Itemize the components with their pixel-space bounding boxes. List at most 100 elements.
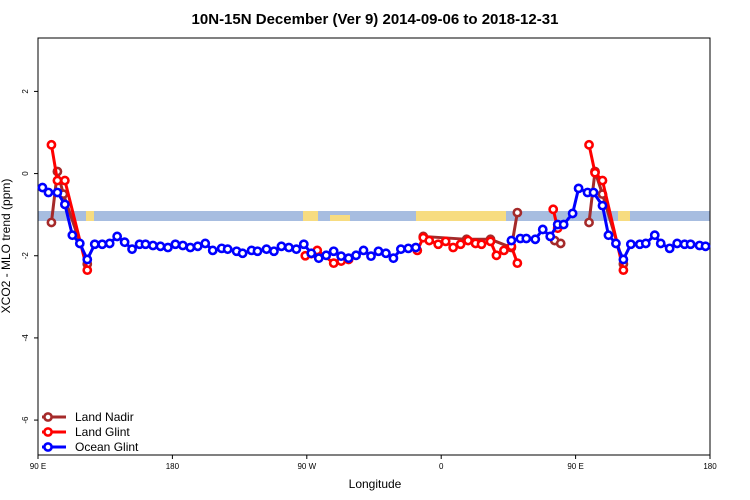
data-point	[381, 248, 391, 259]
data-point	[59, 175, 70, 186]
data-point	[395, 244, 406, 255]
land-strip	[618, 211, 630, 221]
data-point	[485, 236, 496, 247]
data-point	[664, 243, 675, 254]
data-point	[328, 246, 339, 257]
data-point	[649, 230, 660, 241]
data-point	[343, 253, 354, 264]
data-point	[491, 250, 502, 261]
data-point	[313, 253, 324, 264]
data-point	[463, 235, 473, 246]
x-tick-label: 180	[703, 462, 717, 471]
data-point	[97, 239, 108, 250]
data-point	[558, 219, 569, 230]
data-point	[358, 245, 369, 256]
data-point	[584, 217, 594, 228]
data-point	[185, 242, 196, 253]
data-point	[89, 239, 100, 250]
data-point	[37, 182, 48, 193]
data-point	[52, 175, 63, 186]
data-point	[59, 199, 70, 210]
data-point	[237, 248, 248, 259]
land-strip	[416, 211, 506, 221]
data-point	[291, 244, 302, 255]
data-point	[276, 241, 287, 252]
data-point	[388, 253, 399, 264]
data-point	[155, 241, 166, 252]
legend-marker	[43, 412, 53, 422]
data-point	[424, 235, 435, 246]
data-point	[67, 230, 78, 241]
data-point	[603, 230, 614, 241]
data-point	[700, 241, 711, 252]
data-point	[373, 246, 384, 257]
chart-title: 10N-15N December (Ver 9) 2014-09-06 to 2…	[192, 11, 559, 28]
data-point	[597, 175, 608, 186]
x-tick-label: 180	[166, 462, 180, 471]
data-point	[298, 239, 309, 250]
data-point	[672, 238, 683, 249]
data-point	[590, 167, 600, 178]
x-tick-label: 90 E	[567, 462, 583, 471]
data-point	[163, 242, 173, 253]
data-point	[74, 238, 85, 249]
data-point	[127, 244, 137, 255]
map-strip	[38, 211, 710, 221]
y-axis-label: XCO2 - MLO trend (ppm)	[0, 179, 13, 314]
data-point	[52, 187, 63, 198]
data-point	[112, 231, 123, 242]
data-point	[548, 204, 559, 215]
data-point	[46, 217, 57, 228]
data-point	[43, 187, 54, 198]
ocean-strip	[38, 211, 710, 221]
data-point	[440, 236, 451, 247]
legend-marker	[43, 442, 53, 452]
x-tick-label: 90 W	[297, 462, 316, 471]
data-point	[410, 242, 421, 253]
data-point	[336, 251, 347, 262]
data-point	[618, 265, 629, 276]
data-point	[283, 242, 294, 253]
y-tick-label: -2	[21, 252, 30, 260]
legend-label: Land Nadir	[75, 410, 134, 424]
data-point	[530, 234, 541, 245]
data-point	[512, 258, 523, 269]
data-point	[567, 208, 578, 219]
data-point	[584, 139, 594, 150]
data-point	[476, 239, 487, 250]
data-point	[655, 238, 666, 249]
data-point	[512, 207, 523, 218]
y-tick-label: -6	[21, 416, 30, 424]
y-tick-label: 2	[21, 89, 30, 94]
data-point	[82, 265, 93, 276]
data-point	[306, 248, 317, 259]
data-point	[685, 239, 696, 250]
data-point	[119, 237, 130, 248]
data-point	[597, 200, 608, 211]
data-point	[448, 242, 459, 253]
data-point	[433, 239, 444, 250]
x-tick-label: 90 E	[30, 462, 46, 471]
data-point	[403, 243, 414, 254]
data-point	[537, 224, 548, 235]
data-point	[521, 233, 532, 244]
y-tick-label: 0	[21, 171, 30, 176]
data-point	[261, 244, 272, 255]
data-point	[170, 239, 181, 250]
data-point	[573, 183, 584, 194]
data-point	[351, 250, 361, 261]
data-point	[555, 238, 566, 249]
x-tick-label: 0	[439, 462, 444, 471]
data-point	[455, 239, 466, 250]
data-point	[321, 250, 332, 261]
land-strip	[86, 211, 94, 221]
legend-label: Land Glint	[75, 425, 130, 439]
data-point	[625, 239, 636, 250]
data-point	[366, 251, 376, 262]
data-point	[252, 246, 263, 257]
y-tick-label: -4	[21, 334, 30, 342]
data-point	[506, 235, 517, 246]
data-point	[207, 245, 218, 256]
data-point	[545, 231, 556, 242]
